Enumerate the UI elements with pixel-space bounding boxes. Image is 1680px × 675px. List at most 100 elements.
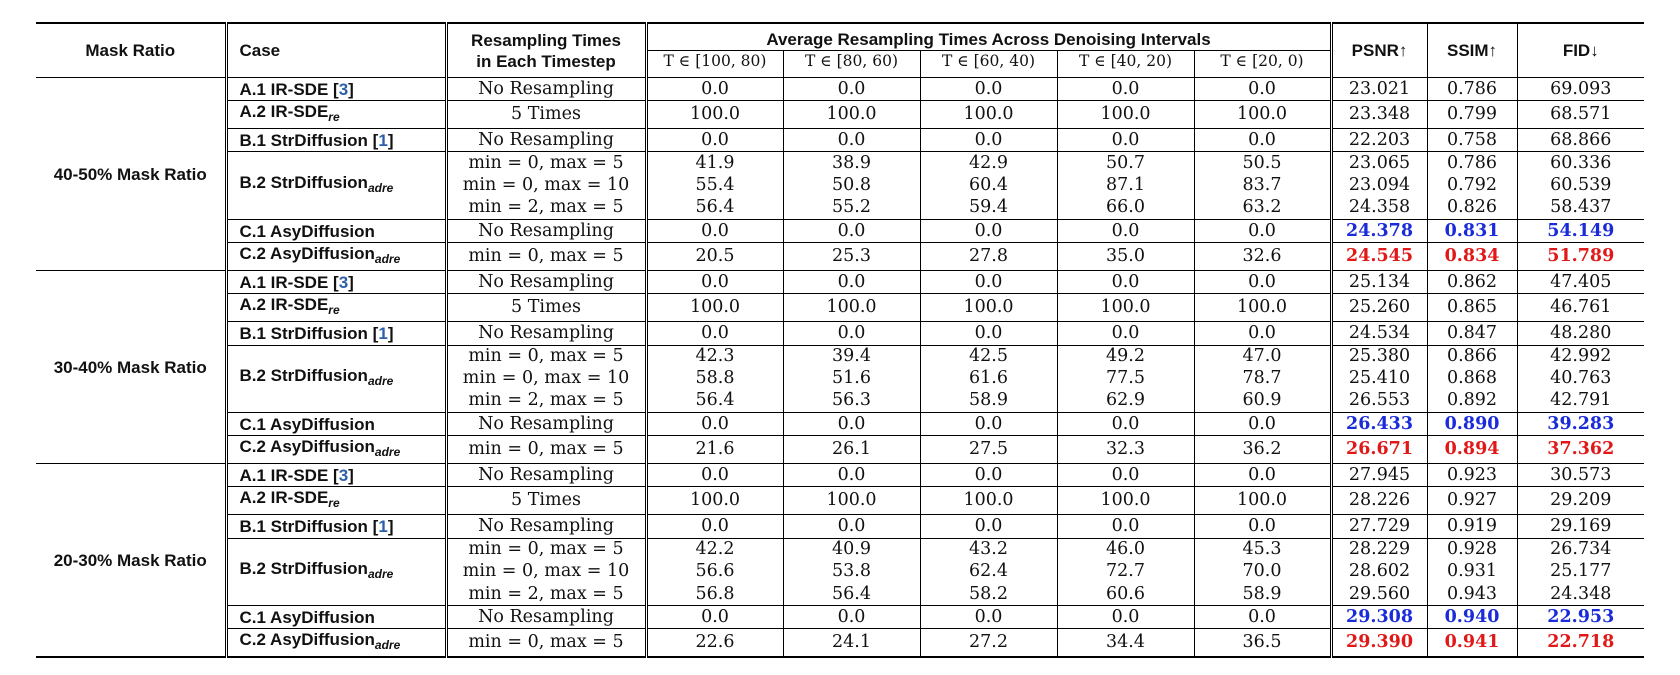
case-label: C.1 AsyDiffusion xyxy=(224,412,446,436)
resampling-cell: min = 0, max = 5 xyxy=(444,628,646,658)
interval-cell: 0.0 xyxy=(1056,270,1194,294)
fid-cell: 40.763 xyxy=(1516,367,1645,390)
fid-cell: 47.405 xyxy=(1516,270,1645,294)
interval-cell: 26.1 xyxy=(782,435,920,464)
resampling-cell: No Resampling xyxy=(444,605,646,629)
interval-cell: 62.9 xyxy=(1056,389,1194,413)
interval-cell: 42.3 xyxy=(644,344,783,368)
interval-cell: 100.0 xyxy=(1193,100,1332,129)
interval-cell: 60.6 xyxy=(1056,583,1194,606)
interval-cell: 0.0 xyxy=(919,270,1057,294)
ssim-cell: 0.862 xyxy=(1426,270,1518,294)
interval-cell: 56.4 xyxy=(644,196,783,220)
citation-link[interactable]: 3 xyxy=(338,272,349,292)
interval-cell: 51.6 xyxy=(782,367,920,390)
interval-cell: 0.0 xyxy=(644,218,783,243)
fid-cell: 25.177 xyxy=(1516,560,1645,583)
fid-cell: 42.992 xyxy=(1516,344,1645,368)
interval-cell: 0.0 xyxy=(1193,605,1332,629)
interval-cell: 56.4 xyxy=(644,389,783,413)
case-name: B.2 StrDiffusion xyxy=(239,559,368,579)
interval-cell: 43.2 xyxy=(919,537,1057,561)
ssim-cell: 0.919 xyxy=(1426,514,1518,539)
case-label: A.2 IR-SDEre xyxy=(224,100,446,129)
fid-cell: 30.573 xyxy=(1516,463,1645,487)
ssim-cell: 0.892 xyxy=(1426,389,1518,413)
interval-cell: 77.5 xyxy=(1056,367,1194,390)
interval-cell: 0.0 xyxy=(782,128,920,152)
case-label: A.2 IR-SDEre xyxy=(224,293,446,322)
interval-cell: 56.4 xyxy=(782,583,920,606)
resampling-cell: 5 Times xyxy=(444,486,646,515)
resampling-cell: min = 0, max = 5 xyxy=(444,151,646,175)
interval-cell: 72.7 xyxy=(1056,560,1194,583)
table-row: 40-50% Mask Ratio A.1 IR-SDE [3] No Resamp… xyxy=(36,77,1645,184)
interval-cell: 100.0 xyxy=(644,486,783,515)
psnr-cell: 29.390 xyxy=(1329,628,1428,658)
resampling-cell: No Resampling xyxy=(444,321,646,345)
psnr-cell: 28.602 xyxy=(1329,560,1428,583)
resampling-cell: No Resampling xyxy=(444,412,646,436)
citation-link[interactable]: 3 xyxy=(338,79,349,99)
table-row: A.2 IR-SDEre 5 Times 100.0 100.0 100.0 100.0 1… xyxy=(36,100,1645,129)
resampling-cell: min = 0, max = 10 xyxy=(444,367,646,390)
citation-link[interactable]: 1 xyxy=(378,323,388,343)
ssim-cell: 0.931 xyxy=(1426,560,1518,583)
interval-cell: 36.5 xyxy=(1193,628,1332,658)
ssim-cell: 0.826 xyxy=(1426,196,1518,220)
interval-cell: 100.0 xyxy=(782,486,920,515)
interval-cell: 70.0 xyxy=(1193,560,1332,583)
interval-cell: 100.0 xyxy=(1056,486,1194,515)
citation-link[interactable]: 3 xyxy=(338,465,349,485)
interval-cell: 0.0 xyxy=(1056,321,1194,345)
table-row: min = 0, max = 10 56.6 53.8 62.4 72.7 70.0 28.… xyxy=(36,560,1645,583)
interval-cell: 27.5 xyxy=(919,435,1057,464)
interval-cell: 58.9 xyxy=(1193,583,1332,606)
fid-cell: 29.209 xyxy=(1516,486,1645,515)
table-row: B.2 StrDiffusionadre min = 0, max = 5 42.3… xyxy=(36,344,1645,413)
case-name: C.2 AsyDiffusion xyxy=(239,244,375,264)
interval-cell: 34.4 xyxy=(1056,628,1194,658)
interval-cell: 42.9 xyxy=(919,151,1057,175)
interval-cell: 0.0 xyxy=(644,270,783,294)
interval-cell: 78.7 xyxy=(1193,367,1332,390)
fid-cell: 46.761 xyxy=(1516,293,1645,322)
interval-cell: 0.0 xyxy=(782,270,920,294)
interval-cell: 56.8 xyxy=(644,583,783,606)
resampling-cell: No Resampling xyxy=(444,463,646,487)
psnr-cell: 25.260 xyxy=(1329,293,1428,322)
interval-cell: 22.6 xyxy=(644,628,783,658)
table-row: min = 0, max = 10 58.8 51.6 61.6 77.5 78.7 25.… xyxy=(36,367,1645,390)
case-label: A.1 IR-SDE [3] xyxy=(224,270,446,294)
interval-cell: 46.0 xyxy=(1056,537,1194,561)
interval-cell: 0.0 xyxy=(919,77,1057,101)
case-label: B.1 StrDiffusion [1] xyxy=(224,321,446,345)
citation-link[interactable]: 1 xyxy=(378,130,388,150)
table-row: 30-40% Mask Ratio A.1 IR-SDE [3] No Resamp… xyxy=(36,270,1645,377)
interval-cell: 0.0 xyxy=(1056,218,1194,243)
case-name: B.1 StrDiffusion xyxy=(239,517,368,537)
citation-link[interactable]: 1 xyxy=(378,517,388,537)
case-label: A.1 IR-SDE [3] xyxy=(224,77,446,101)
interval-cell: 0.0 xyxy=(1056,605,1194,629)
case-name: A.1 IR-SDE xyxy=(239,272,329,292)
psnr-cell: 26.553 xyxy=(1329,389,1428,413)
case-label: A.2 IR-SDEre xyxy=(224,486,446,515)
table-row: C.2 AsyDiffusionadre min = 0, max = 5 20.5… xyxy=(36,242,1645,271)
case-name: A.1 IR-SDE xyxy=(239,465,329,485)
table-row: B.2 StrDiffusionadre min = 0, max = 5 41.9… xyxy=(36,151,1645,220)
interval-cell: 42.5 xyxy=(919,344,1057,368)
interval-cell: 0.0 xyxy=(1056,128,1194,152)
interval-cell: 100.0 xyxy=(644,100,783,129)
results-table: Mask Ratio Case Resampling Times Average… xyxy=(36,22,1645,658)
case-subscript: adre xyxy=(367,567,394,582)
interval-cell: 0.0 xyxy=(644,321,783,345)
psnr-cell: 24.378 xyxy=(1329,218,1428,243)
resampling-cell: min = 0, max = 10 xyxy=(444,174,646,197)
fid-cell: 54.149 xyxy=(1516,218,1645,243)
resampling-cell: min = 2, max = 5 xyxy=(444,196,646,220)
ssim-cell: 0.758 xyxy=(1426,128,1518,152)
fid-cell: 51.789 xyxy=(1516,242,1645,271)
psnr-cell: 26.433 xyxy=(1329,412,1428,436)
case-label: B.2 StrDiffusionadre xyxy=(224,151,446,220)
